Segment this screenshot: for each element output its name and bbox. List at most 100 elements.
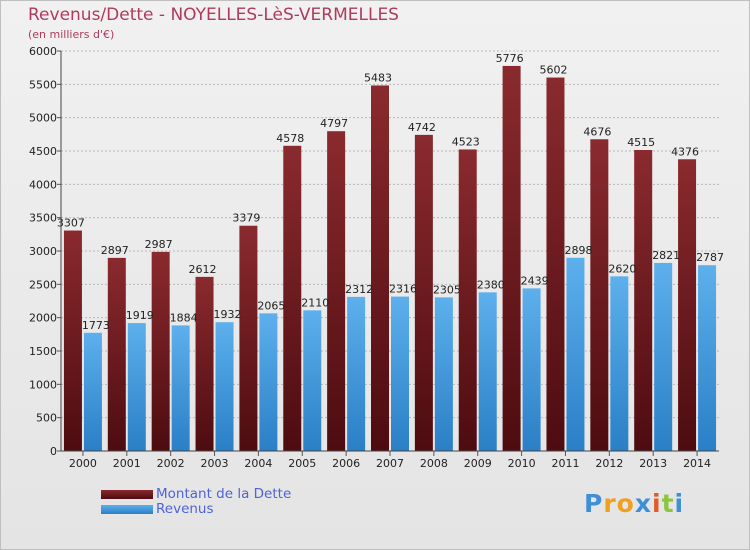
logo-letter: r bbox=[603, 489, 617, 518]
logo-letter: P bbox=[584, 489, 604, 518]
data-label-dette-2010: 5776 bbox=[496, 52, 524, 65]
data-label-dette-2003: 2612 bbox=[189, 263, 217, 276]
logo-letter: i bbox=[674, 489, 685, 518]
data-label-dette-2013: 4515 bbox=[627, 136, 655, 149]
bar-revenus-2005 bbox=[303, 310, 322, 451]
bar-revenus-2002 bbox=[171, 325, 190, 451]
x-tick-label-2008: 2008 bbox=[420, 457, 448, 470]
data-label-dette-2005: 4578 bbox=[276, 132, 304, 145]
logo-letter: t bbox=[661, 489, 675, 518]
bar-dette-2000 bbox=[63, 230, 82, 451]
data-label-revenus-2008: 2305 bbox=[433, 283, 461, 296]
data-label-revenus-2012: 2620 bbox=[608, 262, 636, 275]
bar-revenus-2012 bbox=[610, 276, 629, 451]
y-tick-label-5000: 5000 bbox=[29, 112, 57, 125]
x-tick-label-2010: 2010 bbox=[508, 457, 536, 470]
data-label-dette-2002: 2987 bbox=[145, 238, 173, 251]
bar-revenus-2008 bbox=[434, 297, 453, 451]
bar-dette-2011 bbox=[546, 77, 565, 452]
bar-dette-2006 bbox=[327, 131, 346, 451]
x-tick-label-2007: 2007 bbox=[376, 457, 404, 470]
y-tick-label-0: 0 bbox=[50, 445, 57, 458]
data-label-dette-2008: 4742 bbox=[408, 121, 436, 134]
bar-revenus-2014 bbox=[698, 265, 717, 451]
data-label-revenus-2007: 2316 bbox=[389, 283, 417, 296]
x-tick-label-2011: 2011 bbox=[551, 457, 579, 470]
x-tick-label-2012: 2012 bbox=[595, 457, 623, 470]
bar-dette-2008 bbox=[414, 134, 433, 451]
data-label-dette-2012: 4676 bbox=[583, 125, 611, 138]
data-label-revenus-2003: 1932 bbox=[214, 308, 242, 321]
bar-dette-2012 bbox=[590, 139, 609, 451]
x-tick-label-2004: 2004 bbox=[244, 457, 272, 470]
x-tick-label-2002: 2002 bbox=[157, 457, 185, 470]
y-tick-label-6000: 6000 bbox=[29, 45, 57, 58]
axes bbox=[60, 51, 719, 452]
x-tick-label-2001: 2001 bbox=[113, 457, 141, 470]
bar-dette-2001 bbox=[107, 257, 126, 451]
x-axis-ticks: 2000 2001 2002 2003 2004 2005 2006 2007 2008 2009… bbox=[69, 451, 711, 470]
legend-label-revenus: Revenus bbox=[156, 501, 214, 517]
data-label-dette-2014: 4376 bbox=[671, 145, 699, 158]
data-labels: 3307 1773 2897 1919 2987 1884 2612 1932 3379 2065… bbox=[57, 52, 724, 332]
bar-revenus-2001 bbox=[127, 323, 146, 451]
bar-revenus-2011 bbox=[566, 257, 585, 451]
y-tick-label-4000: 4000 bbox=[29, 178, 57, 191]
data-label-revenus-2002: 1884 bbox=[170, 311, 198, 324]
y-tick-label-5500: 5500 bbox=[29, 78, 57, 91]
bar-revenus-2006 bbox=[347, 296, 366, 451]
bars bbox=[63, 65, 717, 452]
legend-swatch-revenus bbox=[101, 505, 153, 514]
x-tick-label-2014: 2014 bbox=[683, 457, 711, 470]
data-label-revenus-2013: 2821 bbox=[652, 249, 680, 262]
data-label-revenus-2014: 2787 bbox=[696, 251, 724, 264]
data-label-revenus-2010: 2439 bbox=[521, 274, 549, 287]
data-label-dette-2000: 3307 bbox=[57, 217, 85, 230]
bar-dette-2005 bbox=[283, 145, 302, 452]
y-tick-label-500: 500 bbox=[36, 412, 57, 425]
data-label-dette-2004: 3379 bbox=[232, 212, 260, 225]
x-tick-label-2000: 2000 bbox=[69, 457, 97, 470]
x-tick-label-2005: 2005 bbox=[288, 457, 316, 470]
data-label-dette-2011: 5602 bbox=[539, 64, 567, 77]
data-label-dette-2001: 2897 bbox=[101, 244, 129, 257]
bar-dette-2004 bbox=[239, 225, 258, 451]
y-tick-label-1000: 1000 bbox=[29, 378, 57, 391]
logo-letter: i bbox=[652, 489, 662, 518]
data-label-revenus-2001: 1919 bbox=[126, 309, 154, 322]
x-tick-label-2013: 2013 bbox=[639, 457, 667, 470]
data-label-dette-2009: 4523 bbox=[452, 135, 480, 148]
bar-dette-2013 bbox=[634, 150, 653, 451]
legend-label-dette: Montant de la Dette bbox=[156, 486, 292, 502]
data-label-revenus-2011: 2898 bbox=[564, 244, 592, 257]
bar-dette-2007 bbox=[371, 85, 389, 451]
bar-revenus-2004 bbox=[259, 313, 278, 451]
bar-revenus-2000 bbox=[83, 332, 102, 451]
x-tick-label-2006: 2006 bbox=[332, 457, 360, 470]
chart-title: Revenus/Dette - NOYELLES-LèS-VERMELLES bbox=[28, 5, 399, 25]
bar-dette-2014 bbox=[678, 159, 697, 451]
y-tick-label-1500: 1500 bbox=[29, 345, 57, 358]
logo-letter: x bbox=[634, 489, 652, 518]
bar-dette-2003 bbox=[195, 276, 214, 451]
proxiti-logo: Proxiti bbox=[584, 489, 684, 518]
data-label-revenus-2004: 2065 bbox=[257, 299, 285, 312]
y-axis-ticks: 0 500 1000 1500 2000 2500 3000 3500 4000 4500 5000… bbox=[29, 45, 61, 458]
bar-dette-2002 bbox=[151, 251, 170, 451]
data-label-revenus-2006: 2312 bbox=[345, 283, 373, 296]
bar-revenus-2007 bbox=[391, 296, 409, 451]
legend-swatch-dette bbox=[101, 490, 153, 499]
data-label-revenus-2005: 2110 bbox=[301, 296, 329, 309]
x-tick-label-2009: 2009 bbox=[464, 457, 492, 470]
data-label-dette-2007: 5483 bbox=[364, 71, 392, 84]
bar-revenus-2009 bbox=[478, 292, 497, 451]
data-label-revenus-2009: 2380 bbox=[477, 278, 505, 291]
bar-revenus-2010 bbox=[522, 288, 541, 451]
gridlines bbox=[61, 50, 719, 452]
bar-dette-2009 bbox=[458, 149, 477, 451]
bar-revenus-2003 bbox=[215, 322, 234, 451]
y-tick-label-2500: 2500 bbox=[29, 278, 57, 291]
bar-dette-2010 bbox=[502, 65, 521, 451]
